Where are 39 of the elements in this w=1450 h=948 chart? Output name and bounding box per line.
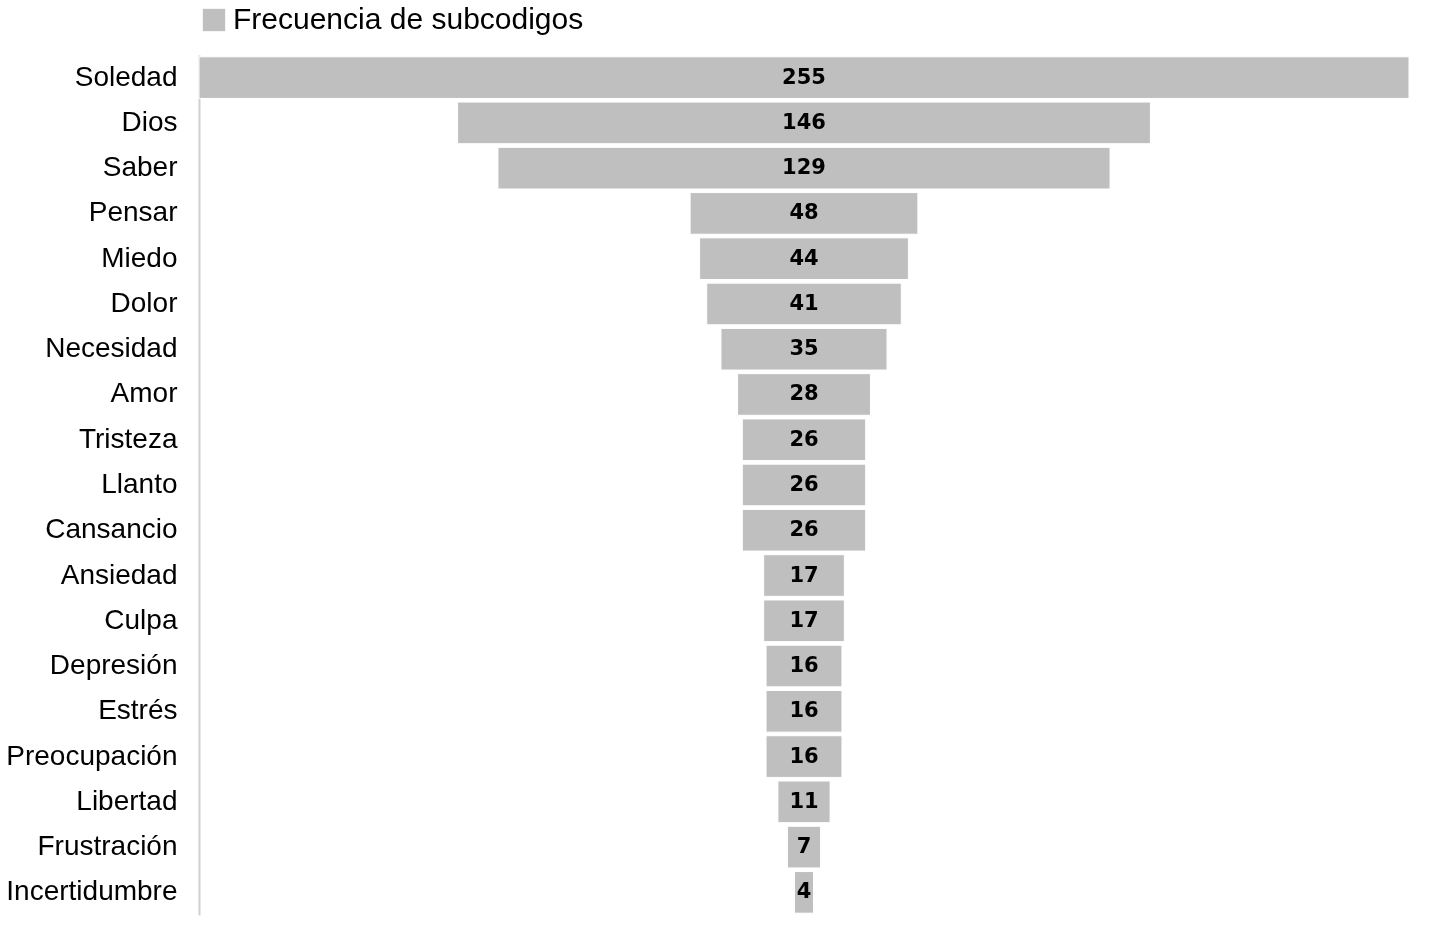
data-label: 7 [796,834,812,859]
category-label: Culpa [104,603,178,635]
data-label: 129 [782,155,826,180]
category-label: Miedo [101,241,178,273]
data-label: 35 [789,336,819,361]
category-label: Cansancio [45,513,178,545]
category-label: Amor [110,377,178,409]
category-label: Incertidumbre [6,875,178,907]
category-label: Necesidad [45,332,178,364]
category-label: Dolor [110,286,178,318]
category-label: Soledad [74,60,178,92]
category-label: Llanto [101,468,178,499]
data-label: 48 [789,200,819,225]
data-label: 26 [789,472,819,496]
data-label: 16 [789,743,819,768]
category-label: Saber [102,151,178,183]
data-label: 146 [782,109,826,134]
data-label: 16 [789,698,819,723]
data-label: 4 [796,879,812,904]
data-label: 41 [789,290,819,315]
category-label: Libertad [76,784,178,816]
category-label: Dios [121,105,178,137]
data-label: 26 [789,517,819,542]
data-label: 11 [789,788,819,813]
data-label: 17 [789,562,819,587]
category-label: Depresión [49,649,178,681]
data-label: 17 [789,607,819,632]
category-label: Frustración [37,830,178,862]
data-label: 26 [789,426,819,451]
category-label: Ansiedad [60,558,178,590]
category-label: Estrés [98,694,178,726]
category-label: Pensar [88,196,178,228]
category-label: Tristeza [78,422,178,454]
category-label: Preocupación [6,739,178,771]
data-label: 44 [789,245,819,270]
data-label: 255 [782,64,826,89]
legend-label: Frecuencia de subcodigos [233,2,584,35]
data-label: 16 [789,653,819,678]
data-label: 28 [789,381,819,406]
